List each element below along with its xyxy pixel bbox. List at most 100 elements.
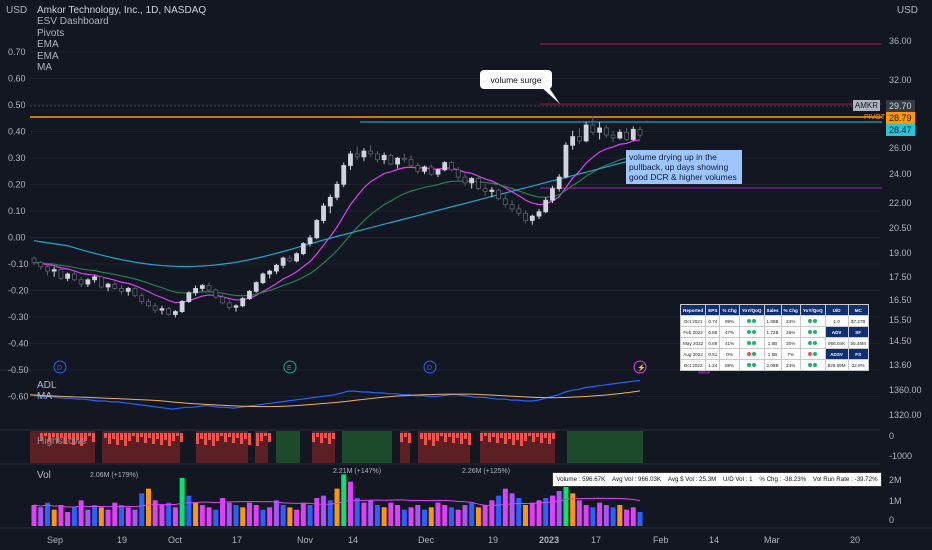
candle-body (226, 302, 232, 308)
candle-body (260, 273, 266, 284)
left-tick-label: 0.20 (8, 180, 26, 190)
table-cell: FS (847, 348, 869, 360)
earnings-side: MC (847, 304, 869, 316)
volume-bar (172, 507, 178, 526)
event-marker-label: ⚡ (637, 363, 646, 372)
volume-bar (475, 507, 481, 526)
oscillator-bar (228, 433, 231, 437)
candle-body (374, 153, 380, 161)
table-cell: $7.27B (847, 315, 869, 327)
table-row: Oct 2021 0.74 99% 1.68B 24% 1.0 $7.27B (679, 315, 869, 327)
oscillator-bar (56, 433, 59, 443)
adl-tick-label: 1360.00 (889, 385, 922, 395)
ema-mid-line (33, 153, 641, 297)
volume-bar (105, 509, 111, 526)
oscillator-bar (544, 433, 547, 438)
growth-dot (799, 359, 826, 371)
oscillator-bar (324, 433, 327, 438)
vol-tick-label: 2M (889, 475, 902, 485)
volume-bar (368, 500, 374, 526)
oscillator-bar (44, 433, 47, 436)
volume-bar (44, 502, 50, 526)
right-tick-label: 15.50 (889, 315, 912, 325)
candle-body (395, 157, 401, 165)
candle-body (119, 288, 124, 292)
oscillator-bar (120, 433, 123, 440)
oscillator-bar (240, 433, 243, 444)
table-cell: 0% (719, 348, 740, 360)
candle-body (428, 166, 434, 175)
oscillator-bar (196, 433, 199, 444)
volume-bar (159, 505, 165, 526)
volume-bar (31, 505, 37, 526)
candle-body (577, 136, 582, 142)
volume-bar (374, 505, 380, 526)
oscillator-bar (124, 433, 127, 446)
oscillator-bar (320, 433, 323, 443)
oscillator-bar (420, 433, 423, 439)
volume-bar (199, 505, 205, 526)
candle-body (172, 311, 178, 315)
candle-body (300, 243, 306, 255)
volume-bar (354, 498, 360, 526)
note-callout[interactable]: volume drying up in the pullback, up day… (626, 150, 742, 184)
indicator-label[interactable]: EMA (37, 50, 59, 62)
candle-body (78, 279, 84, 285)
volume-bar (273, 500, 279, 526)
volume-bar (617, 505, 623, 526)
growth-dot (799, 315, 826, 327)
oscillator-bar (524, 433, 527, 441)
oscillator-bar (108, 433, 111, 444)
indicator-label[interactable]: ESV Dashboard (37, 16, 109, 27)
volume-bar (334, 488, 340, 526)
candle-body (368, 150, 374, 155)
candle-body (617, 131, 623, 139)
stat-avg-dollar: Avg $ Vol : 25.3M (667, 476, 717, 483)
stats-bar: Volume : 596.67K Avg Vol : 966.03K Avg $… (552, 472, 882, 487)
table-cell: Aug 2022 (679, 348, 707, 360)
left-tick-label: -0.50 (8, 365, 29, 375)
indicator-label[interactable]: Pivots (37, 27, 65, 39)
volume-bar (166, 502, 172, 526)
volume-bar (327, 500, 333, 526)
candle-body (489, 189, 495, 192)
candle-body (206, 285, 212, 291)
indicator-label[interactable]: EMA (37, 39, 59, 50)
candle-body (253, 282, 259, 292)
volume-bar (226, 502, 232, 526)
oscillator-zone (276, 431, 300, 463)
oscillator-bar (164, 433, 167, 440)
table-cell: 22.8% (847, 359, 869, 371)
candle-body (590, 124, 596, 133)
right-tick-label: 20.50 (889, 223, 912, 233)
table-cell: 7% (780, 348, 801, 360)
stat-avg-vol: Avg Vol : 966.03K (612, 476, 662, 483)
candle-body (105, 283, 111, 288)
indicator-label[interactable]: MA (37, 62, 52, 73)
note-line-2: pullback, up days showing (629, 162, 729, 172)
candle-body (31, 257, 37, 263)
x-tick-label: 17 (232, 535, 242, 545)
volume-label-2: 2.21M (+147%) (333, 468, 382, 475)
x-tick-label: Oct (168, 535, 183, 545)
chart-title[interactable]: Amkor Technology, Inc., 1D, NASDAQ (37, 5, 207, 16)
volume-bar (435, 502, 441, 526)
oscillator-bar (72, 433, 75, 445)
candle-body (563, 144, 569, 178)
candle-body (307, 237, 313, 245)
event-marker-label: E (287, 365, 292, 372)
oscillator-bar (112, 433, 115, 439)
table-cell: 1.72B (763, 326, 782, 338)
oscillator-bar (264, 433, 267, 436)
pivot-price-tag: 28.79 (886, 112, 915, 124)
last-price-tag: 29.70 (886, 100, 915, 112)
candle-body (348, 153, 353, 166)
x-tick-label: 19 (117, 535, 127, 545)
volume-bar (38, 507, 44, 526)
volume-surge-callout[interactable]: volume surge (480, 70, 552, 89)
earnings-header: YoY/QoQ (738, 304, 765, 316)
candle-body (556, 176, 562, 190)
oscillator-bar (428, 433, 431, 440)
stat-run-rate: Vol Run Rate : -39.72% (812, 476, 878, 483)
growth-dot (799, 337, 826, 349)
